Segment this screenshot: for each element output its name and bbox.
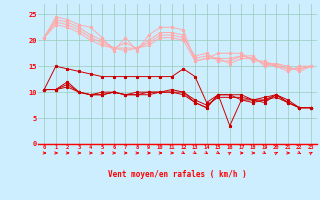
X-axis label: Vent moyen/en rafales ( km/h ): Vent moyen/en rafales ( km/h )	[108, 170, 247, 179]
